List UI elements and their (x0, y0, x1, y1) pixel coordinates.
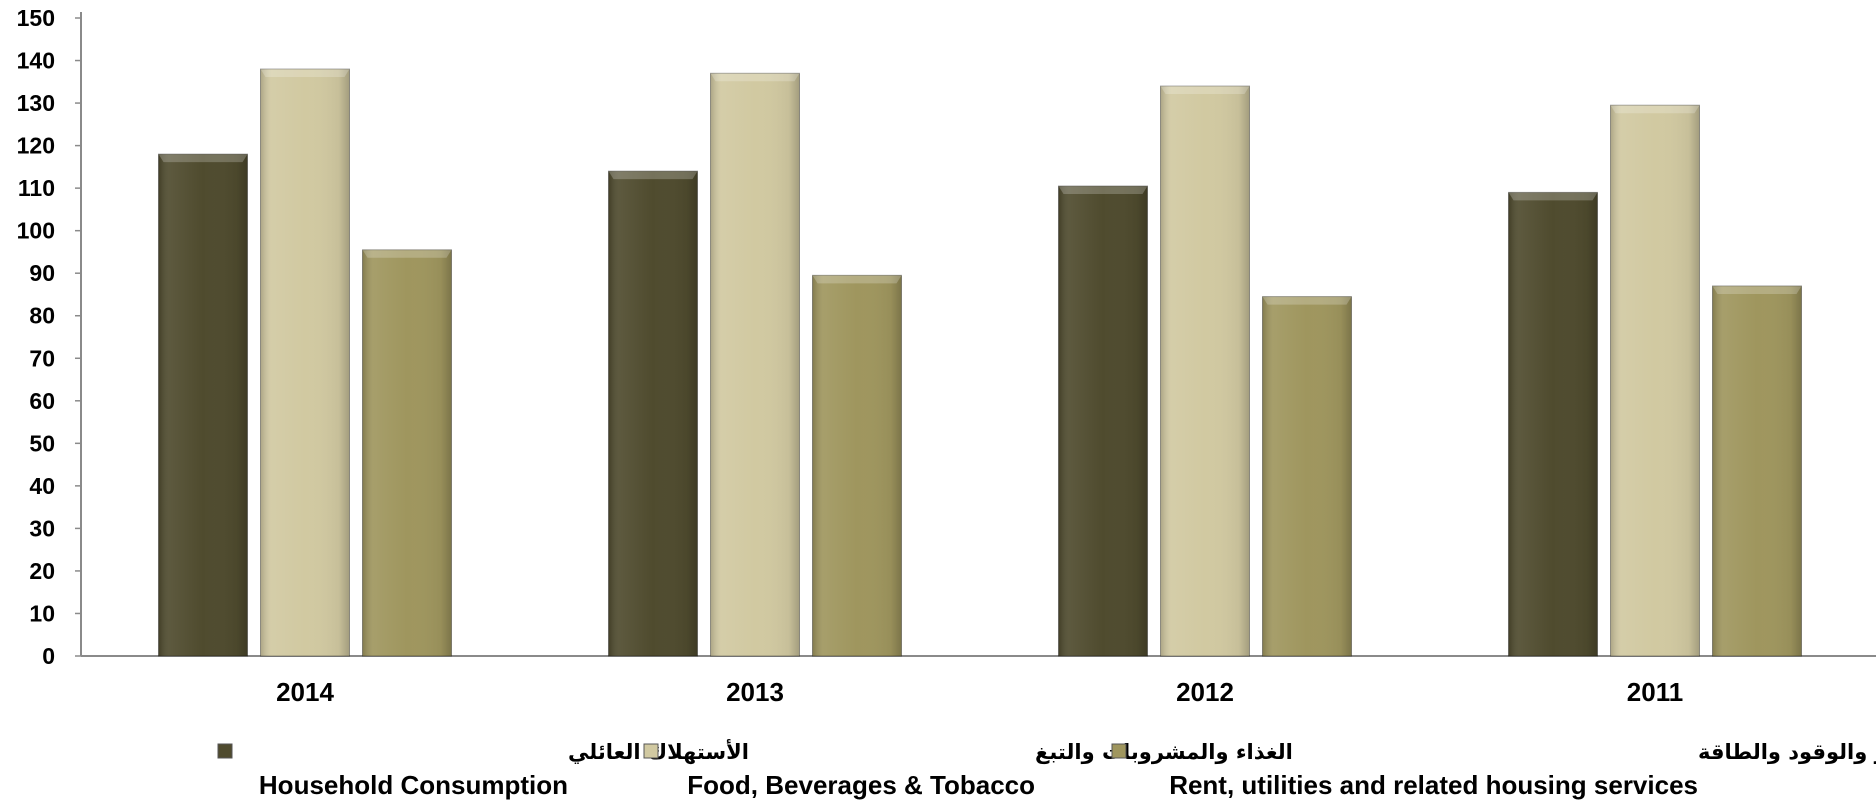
bar-bevel-top (1262, 296, 1352, 305)
y-tick-label: 50 (29, 430, 55, 456)
bar-shade (1160, 86, 1250, 656)
bar-shade (1262, 296, 1352, 656)
bar-shade (158, 154, 248, 656)
bar-shade (608, 171, 698, 656)
x-category-label: 2011 (1627, 677, 1683, 707)
y-tick-label: 0 (42, 643, 55, 669)
x-category-label: 2012 (1176, 677, 1234, 707)
legend-label: Food, Beverages & Tobacco (687, 770, 1035, 800)
y-tick-label: 110 (18, 175, 55, 201)
y-tick-label: 40 (29, 473, 55, 499)
bar-bevel-top (1610, 105, 1700, 114)
legend-swatch (643, 743, 659, 759)
legend-label: Household Consumption (259, 770, 568, 800)
y-tick-label: 120 (17, 133, 55, 159)
bar-bevel-top (1058, 186, 1148, 195)
bar-shade (260, 69, 350, 657)
y-tick-label: 70 (29, 345, 55, 371)
y-tick-label: 150 (17, 5, 55, 31)
bar-shade (710, 73, 800, 656)
bar-shade (812, 275, 902, 656)
bar-bevel-top (158, 154, 248, 163)
y-tick-label: 60 (29, 388, 55, 414)
legend-swatch (1111, 743, 1127, 759)
bar-bevel-top (608, 171, 698, 180)
bars (158, 68, 1802, 657)
y-tick-label: 130 (17, 90, 55, 116)
bar-bevel-top (260, 69, 350, 78)
x-category-label: 2014 (276, 677, 334, 707)
bar-bevel-top (812, 275, 902, 284)
bar-bevel-top (1712, 285, 1802, 294)
y-tick-label: 80 (29, 303, 55, 329)
y-tick-label: 100 (17, 218, 55, 244)
bar-shade (1058, 186, 1148, 657)
legend-label-arabic: الغذاء والمشروبات والتبغ (1035, 740, 1293, 764)
legend-swatch (217, 743, 233, 759)
y-tick-label: 20 (29, 558, 55, 584)
bar-bevel-top (1160, 86, 1250, 95)
bar-shade (1610, 105, 1700, 656)
bar-bevel-top (362, 249, 452, 258)
axis-labels: 0 10 20 30 40 50 60 70 80 90 100 110 120 130 140 150 201… (17, 5, 1684, 707)
x-category-label: 2013 (726, 677, 784, 707)
y-tick-label: 30 (29, 515, 55, 541)
legend-label: Rent, utilities and related housing serv… (1169, 770, 1698, 800)
y-tick-label: 90 (29, 260, 55, 286)
y-tick-label: 10 (29, 600, 55, 626)
legend-label-arabic: الإيجار والوقود والطاقة (1698, 740, 1876, 764)
y-tick-label: 140 (17, 48, 55, 74)
bar-shade (1712, 285, 1802, 656)
bar-shade (1508, 192, 1598, 657)
bar-bevel-top (1508, 192, 1598, 201)
bar-shade (362, 249, 452, 656)
bar-bevel-top (710, 73, 800, 82)
